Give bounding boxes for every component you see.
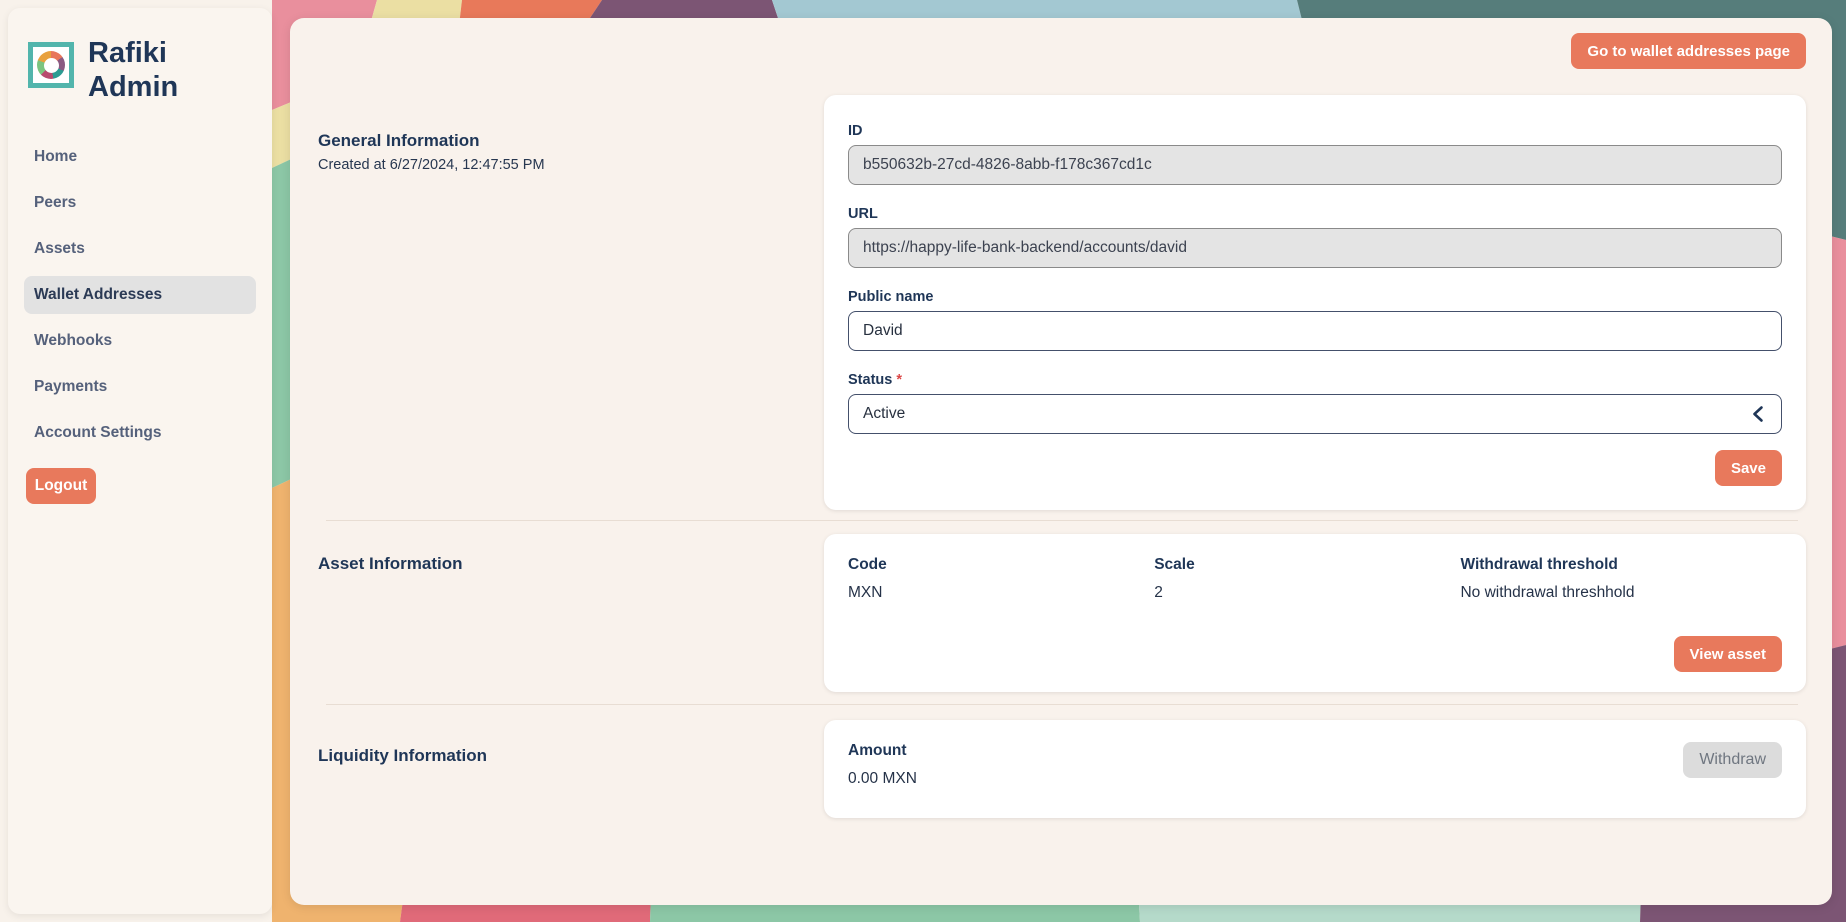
asset-scale-column: Scale 2: [1154, 556, 1460, 602]
main-panel: Go to wallet addresses page General Info…: [290, 18, 1832, 905]
brand: Rafiki Admin: [24, 36, 256, 104]
code-label: Code: [848, 556, 887, 573]
liquidity-information-section: Liquidity Information Amount 0.00 MXN Wi…: [318, 705, 1806, 818]
sidebar-item-home[interactable]: Home: [34, 148, 78, 165]
sidebar-item-webhooks[interactable]: Webhooks: [34, 332, 113, 349]
sidebar-item-wallet-addresses[interactable]: Wallet Addresses: [24, 276, 256, 314]
status-label-text: Status: [848, 372, 893, 388]
asset-threshold-column: Withdrawal threshold No withdrawal thres…: [1460, 556, 1782, 602]
id-input: [848, 145, 1782, 185]
panel-header: Go to wallet addresses page: [318, 33, 1806, 69]
section-divider: [326, 520, 1798, 521]
sidebar-item-peers[interactable]: Peers: [34, 194, 77, 211]
app-title: Rafiki Admin: [88, 37, 179, 103]
general-information-card: ID URL Public name Status *: [824, 95, 1806, 510]
code-value: MXN: [848, 584, 883, 601]
asset-information-title: Asset Information: [318, 554, 463, 573]
view-asset-button[interactable]: View asset: [1673, 636, 1782, 672]
general-information-section: General Information Created at 6/27/2024…: [318, 69, 1806, 510]
asset-code-column: Code MXN: [848, 556, 1154, 602]
status-selected-value[interactable]: Active: [848, 394, 1782, 434]
liquidity-amount-block: Amount 0.00 MXN: [848, 742, 917, 788]
go-to-wallet-addresses-button[interactable]: Go to wallet addresses page: [1571, 33, 1806, 69]
required-asterisk: *: [896, 372, 902, 388]
withdraw-button[interactable]: Withdraw: [1683, 742, 1782, 778]
amount-value: 0.00 MXN: [848, 770, 917, 787]
status-label: Status *: [848, 372, 1782, 388]
save-row: Save: [848, 450, 1782, 486]
general-information-title: General Information: [318, 131, 480, 150]
sidebar-item-assets[interactable]: Assets: [34, 240, 85, 257]
scale-value: 2: [1154, 584, 1163, 601]
id-label: ID: [848, 123, 863, 139]
status-select[interactable]: Active: [848, 394, 1782, 434]
withdrawal-threshold-value: No withdrawal threshhold: [1460, 584, 1635, 601]
asset-information-section: Asset Information Code MXN Scale 2 Withd…: [318, 521, 1806, 692]
chevron-left-icon: [1753, 406, 1763, 422]
url-input: [848, 228, 1782, 268]
created-at-text: Created at 6/27/2024, 12:47:55 PM: [318, 157, 545, 173]
url-field-group: URL: [848, 206, 1782, 268]
sidebar-nav: Home Peers Assets Wallet Addresses Webho…: [24, 138, 256, 460]
liquidity-information-title: Liquidity Information: [318, 746, 488, 765]
section-divider: [326, 704, 1798, 705]
url-label: URL: [848, 206, 878, 222]
sidebar-item-payments[interactable]: Payments: [34, 378, 108, 395]
logout-button[interactable]: Logout: [26, 468, 96, 504]
withdrawal-threshold-label: Withdrawal threshold: [1460, 556, 1618, 573]
public-name-field-group: Public name: [848, 289, 1782, 351]
asset-information-card: Code MXN Scale 2 Withdrawal threshold No…: [824, 534, 1806, 692]
public-name-input[interactable]: [848, 311, 1782, 351]
rafiki-logo-icon: [28, 42, 74, 88]
save-button[interactable]: Save: [1714, 450, 1782, 486]
asset-columns: Code MXN Scale 2 Withdrawal threshold No…: [848, 556, 1782, 602]
id-field-group: ID: [848, 123, 1782, 185]
sidebar-item-account-settings[interactable]: Account Settings: [34, 424, 162, 441]
amount-label: Amount: [848, 742, 907, 759]
status-field-group: Status * Active: [848, 372, 1782, 434]
asset-button-row: View asset: [848, 636, 1782, 672]
scale-label: Scale: [1154, 556, 1195, 573]
public-name-label: Public name: [848, 289, 934, 305]
liquidity-information-card: Amount 0.00 MXN Withdraw: [824, 720, 1806, 818]
sidebar: Rafiki Admin Home Peers Assets Wallet Ad…: [8, 8, 272, 914]
